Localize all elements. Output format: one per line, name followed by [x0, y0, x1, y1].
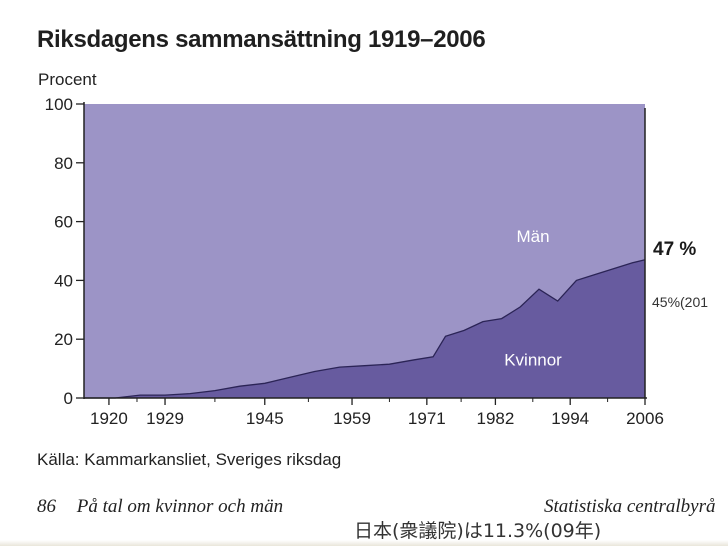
annotation-3: 47 % [653, 239, 696, 260]
publisher: Statistiska centralbyrå [544, 496, 716, 517]
x-tick-label: 1945 [246, 409, 284, 428]
annotation-2: Kvinnor [504, 351, 562, 370]
book-title: På tal om kvinnor och män [76, 496, 284, 517]
page-number: 86 [37, 496, 56, 517]
x-tick-label: 1959 [333, 409, 371, 428]
x-tick-label: 2006 [626, 409, 664, 428]
annotation-note: 日本(衆議院)は11.3%(09年) [354, 520, 602, 542]
x-tick-label: 1982 [476, 409, 514, 428]
y-tick-label: 100 [45, 95, 73, 114]
x-tick-label: 1994 [551, 409, 589, 428]
annotation-1: Män [516, 227, 549, 246]
y-tick-label: 80 [54, 154, 73, 173]
x-tick-label: 1971 [408, 409, 446, 428]
x-tick-label: 1920 [90, 409, 128, 428]
page-footer-left: 86 På tal om kvinnor och män [37, 496, 283, 518]
bottom-divider [0, 540, 728, 546]
y-tick-label: 60 [54, 213, 73, 232]
series-kvinnor-area [84, 259, 645, 398]
chart-title: Riksdagens sammansättning 1919–2006 [37, 26, 486, 53]
series-kvinnor-line [84, 259, 646, 399]
side-note: 45%(201 [652, 294, 709, 310]
y-tick-label: 20 [54, 330, 73, 349]
source-note: Källa: Kammarkansliet, Sveriges riksdag [37, 450, 342, 469]
area-chart: 0 20 40 60 80 100 1920 1929 1945 1959 1971 1982 1994… [45, 95, 697, 428]
y-axis-label: Procent [38, 70, 97, 89]
x-tick-label: 1929 [146, 409, 184, 428]
y-tick-label: 0 [64, 389, 73, 408]
y-tick-label: 40 [54, 271, 73, 290]
